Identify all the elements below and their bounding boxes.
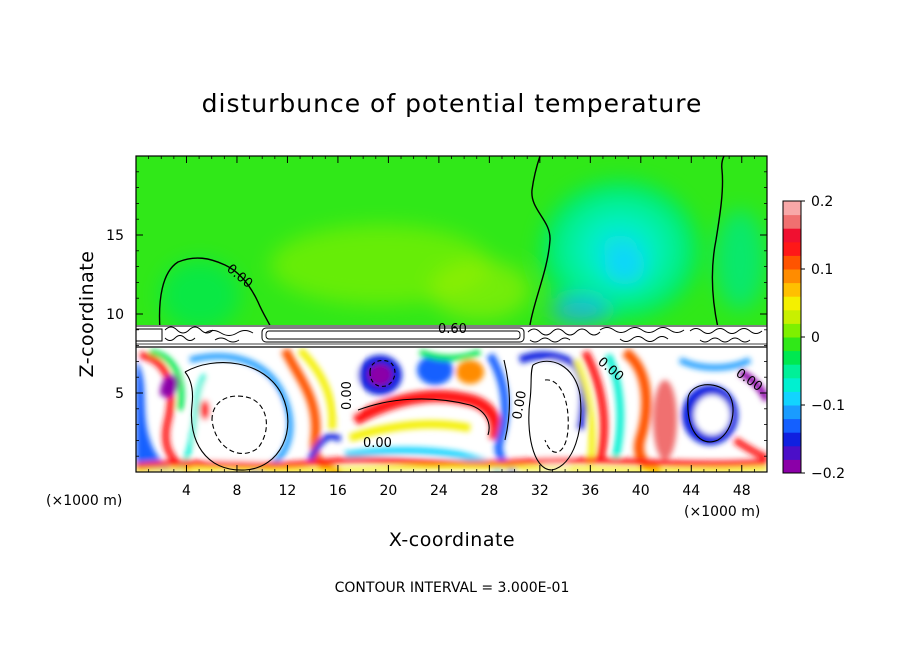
x-tick-label: 4: [182, 483, 191, 499]
colorbar-segment: [783, 282, 801, 297]
x-tick-label: 12: [279, 483, 297, 499]
colorbar-segment: [783, 228, 801, 243]
colorbar-segment: [783, 432, 801, 447]
contour-label: 0.00: [363, 436, 392, 451]
colorbar-tick-label: −0.1: [811, 398, 845, 414]
colorbar-labels: 0.2 0.1 0 −0.1 −0.2: [801, 194, 845, 482]
upper-cool-low: [550, 295, 610, 325]
y-axis-label: Z-coordinate: [76, 251, 98, 378]
y-tick-label: 10: [106, 307, 124, 323]
contour-label: 0.60: [438, 322, 467, 337]
colorbar: [782, 200, 802, 474]
colorbar-segment: [783, 241, 801, 256]
x-axis-label: X-coordinate: [389, 529, 515, 551]
lower-field-swirls: [136, 348, 767, 472]
interface-left-slab: [136, 328, 163, 342]
colorbar-segment: [783, 350, 801, 365]
x-unit-label-right: (×1000 m): [684, 504, 760, 520]
colorbar-segment: [783, 309, 801, 324]
x-tick-label: 44: [682, 483, 700, 499]
x-tick-label: 32: [531, 483, 549, 499]
upper-cool-core: [605, 245, 645, 285]
colorbar-segment: [783, 269, 801, 284]
interface-inner-slab-2: [265, 330, 521, 340]
colorbar-segment: [783, 255, 801, 270]
lower-turbulent-field: [136, 348, 767, 472]
contour-line-upper-mid: [529, 156, 551, 326]
x-tick-label: 36: [581, 483, 599, 499]
contour-label: 0.00: [340, 381, 355, 410]
y-axis-ticks: 5 10 15: [106, 171, 767, 457]
colorbar-segment: [783, 296, 801, 311]
y-tick-label: 5: [115, 386, 124, 402]
colorbar-segment: [783, 459, 801, 474]
interface-turbulence-right: [527, 327, 763, 343]
y-tick-label: 15: [106, 228, 124, 244]
x-tick-label: 28: [480, 483, 498, 499]
colorbar-segment: [783, 418, 801, 433]
x-tick-label: 20: [379, 483, 397, 499]
contour-line-upper-right: [711, 156, 725, 329]
colorbar-segment: [783, 445, 801, 460]
x-tick-label: 48: [733, 483, 751, 499]
colorbar-segment: [783, 214, 801, 229]
colorbar-segment: [783, 405, 801, 420]
x-tick-label: 16: [329, 483, 347, 499]
chart-title: disturbunce of potential temperature: [202, 89, 703, 118]
colorbar-segment: [783, 323, 801, 338]
colorbar-tick-label: 0.1: [811, 262, 833, 278]
x-unit-label-left: (×1000 m): [46, 493, 122, 509]
colorbar-tick-label: −0.2: [811, 466, 845, 482]
x-tick-label: 24: [430, 483, 448, 499]
contour-line-upper-left: [158, 257, 273, 331]
contour-interval-note: CONTOUR INTERVAL = 3.000E-01: [335, 580, 570, 596]
lower-contours: [184, 359, 734, 471]
colorbar-segment: [783, 377, 801, 392]
colorbar-tick-label: 0.2: [811, 194, 833, 210]
contour-label: 0.00: [510, 390, 530, 421]
upper-warm-region-2: [430, 260, 530, 320]
x-tick-label: 40: [632, 483, 650, 499]
interface-turbulence-left: [164, 326, 254, 343]
colorbar-segment: [783, 201, 801, 216]
colorbar-tick-label: 0: [811, 330, 820, 346]
upper-cool-region-2: [715, 210, 765, 310]
interface-inner-slab: [261, 327, 525, 343]
upper-green-region: [160, 260, 240, 330]
colorbar-segment: [783, 391, 801, 406]
colorbar-segment: [783, 364, 801, 379]
colorbar-segment: [783, 337, 801, 352]
x-axis-ticks: 4 8 12 16 20 24 28 32 36 40 44 48: [148, 156, 755, 499]
x-tick-label: 8: [232, 483, 241, 499]
